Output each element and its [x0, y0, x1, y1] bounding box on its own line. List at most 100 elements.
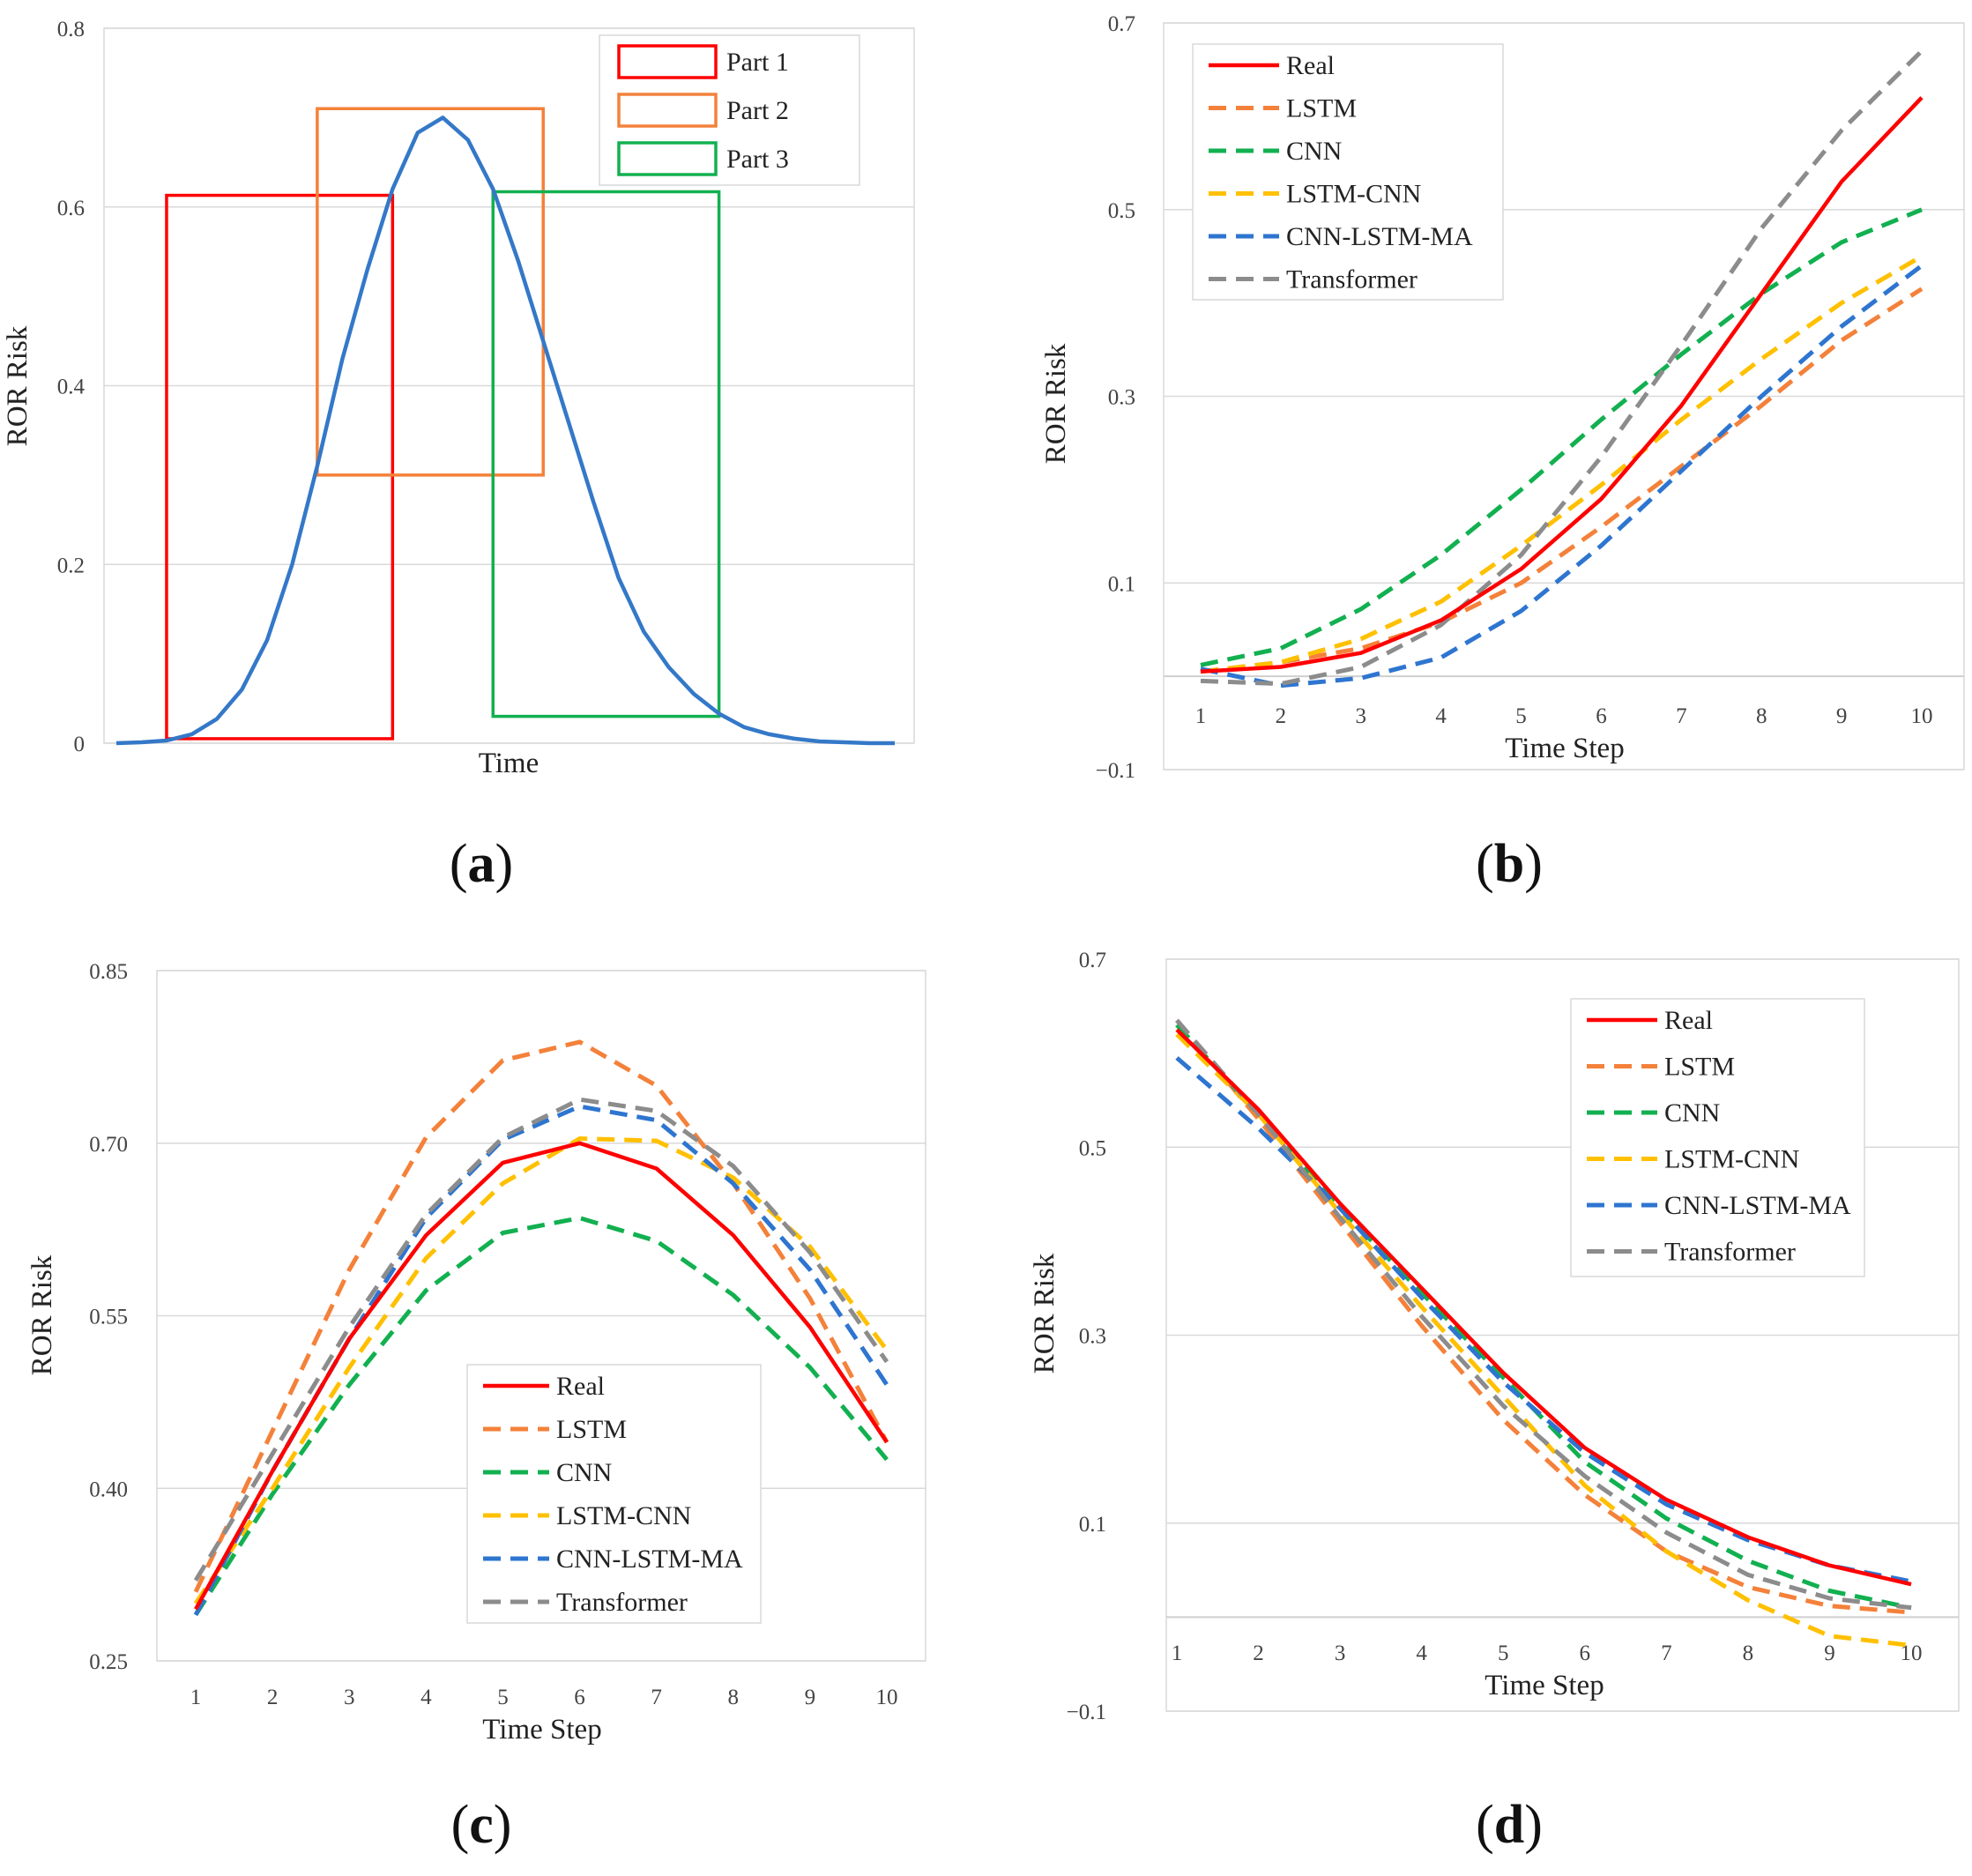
legend-label: Real — [556, 1372, 605, 1401]
legend-label: LSTM-CNN — [1664, 1145, 1799, 1174]
legend-label: CNN-LSTM-MA — [556, 1545, 743, 1574]
series-line-real — [1175, 1028, 1912, 1587]
x-tick-label: 1 — [1172, 1642, 1183, 1665]
x-tick-label: 6 — [1580, 1642, 1591, 1665]
y-axis-title: ROR Risk — [26, 1254, 58, 1375]
x-tick-label: 8 — [728, 1686, 740, 1709]
legend-label: Real — [1664, 1006, 1713, 1035]
legend-swatch — [617, 44, 718, 79]
legend-label: Transformer — [1286, 265, 1418, 294]
legend: Real LSTM CNN LSTM-CNN CNN-LSTM-MA Transforme… — [466, 1364, 762, 1624]
panel-label: (b) — [1476, 834, 1543, 894]
y-tick-label: 0.7 — [1079, 949, 1106, 972]
legend-label: CNN — [1286, 137, 1342, 166]
x-tick-label: 9 — [805, 1686, 816, 1709]
panel-label-letter: b — [1494, 834, 1524, 894]
legend-box — [599, 34, 860, 186]
legend-label: CNN — [556, 1458, 612, 1487]
x-tick-label: 2 — [1276, 704, 1287, 728]
series-line-transformer — [1200, 49, 1924, 687]
y-tick-label: −0.1 — [1096, 759, 1135, 783]
x-tick-label: 7 — [651, 1686, 662, 1709]
y-tick-label: 0.40 — [89, 1478, 128, 1501]
chart-c: 0.25 0.40 0.55 0.70 0.85 1 2 3 4 5 6 7 8 9 10 ROR Risk T… — [26, 960, 926, 1855]
legend: Part 1 Part 2 Part 3 — [599, 34, 860, 186]
series-line-lstm — [193, 1039, 889, 1593]
chart-b: −0.1 0.1 0.3 0.5 0.7 1 2 3 4 5 6 7 8 9 10 ROR Risk Time … — [1040, 12, 1965, 894]
x-tick-label: 10 — [1911, 704, 1933, 728]
legend-label: CNN — [1664, 1098, 1720, 1128]
x-tick-label: 6 — [1596, 704, 1607, 728]
legend-label: LSTM — [1664, 1053, 1735, 1082]
x-tick-label: 2 — [267, 1686, 279, 1709]
panel-label: (c) — [451, 1795, 512, 1855]
y-tick-label: −0.1 — [1067, 1701, 1106, 1724]
y-tick-label: 0.7 — [1108, 12, 1135, 36]
y-tick-label: 0.1 — [1108, 572, 1135, 596]
x-tick-label: 8 — [1756, 704, 1767, 728]
x-tick-label: 4 — [1435, 704, 1447, 728]
legend-box — [1192, 43, 1504, 301]
legend-label: LSTM — [1286, 94, 1357, 123]
x-tick-label: 9 — [1824, 1642, 1835, 1665]
panel-label-close: ) — [495, 834, 514, 894]
y-tick-label: 0.5 — [1108, 199, 1135, 223]
panel-label-open: ( — [1476, 1795, 1494, 1855]
series-line-transformer — [193, 1097, 889, 1582]
legend-label: CNN-LSTM-MA — [1664, 1191, 1851, 1220]
legend-swatch — [617, 93, 718, 128]
legend-label: LSTM-CNN — [556, 1501, 691, 1530]
series-line-lstm — [1200, 287, 1924, 674]
y-tick-label: 0.3 — [1079, 1325, 1106, 1349]
series-line-cnn — [1200, 207, 1923, 667]
x-tick-label: 2 — [1253, 1642, 1264, 1665]
panel-label-open: ( — [1476, 834, 1494, 894]
series-line-real — [194, 1141, 889, 1611]
x-tick-label: 4 — [420, 1686, 432, 1709]
y-tick-label: 0.2 — [57, 554, 85, 577]
x-tick-label: 3 — [1356, 704, 1367, 728]
panel-label-close: ) — [494, 1795, 512, 1855]
y-axis-title: ROR Risk — [2, 325, 33, 446]
x-axis-title: Time Step — [482, 1714, 601, 1746]
legend-label: Part 2 — [726, 96, 789, 125]
series-line-transformer — [1175, 1018, 1912, 1611]
series-line-lstm-cnn — [1200, 254, 1924, 674]
panel-label-letter: c — [469, 1795, 494, 1855]
legend-label: Transformer — [556, 1588, 688, 1617]
legend-label: Part 3 — [726, 145, 789, 174]
x-tick-label: 10 — [876, 1686, 898, 1709]
legend-label: CNN-LSTM-MA — [1286, 222, 1473, 251]
x-tick-label: 6 — [574, 1686, 585, 1709]
y-tick-label: 0.55 — [89, 1306, 128, 1329]
panel-label: (d) — [1476, 1795, 1543, 1855]
panel-label-letter: d — [1494, 1795, 1524, 1855]
panel-label-open: ( — [451, 1795, 470, 1855]
y-tick-label: 0.85 — [89, 960, 128, 984]
panel-label-close: ) — [1524, 834, 1543, 894]
x-tick-label: 5 — [497, 1686, 509, 1709]
x-tick-label: 1 — [1195, 704, 1207, 728]
legend-label: Transformer — [1664, 1238, 1796, 1267]
panel-label-open: ( — [450, 834, 468, 894]
legend: Real LSTM CNN LSTM-CNN CNN-LSTM-MA Transforme… — [1570, 998, 1865, 1277]
y-tick-label: 0.6 — [57, 197, 85, 220]
x-tick-label: 3 — [1335, 1642, 1346, 1665]
x-axis-title: Time Step — [1505, 733, 1624, 764]
series-line-cnn-lstm-ma — [1200, 264, 1924, 689]
y-tick-label: 0.70 — [89, 1133, 128, 1157]
y-tick-label: 0 — [74, 733, 86, 756]
y-tick-label: 0.3 — [1108, 386, 1135, 410]
legend-label: Real — [1286, 51, 1335, 80]
x-axis-title: Time Step — [1485, 1670, 1604, 1701]
x-tick-label: 8 — [1743, 1642, 1754, 1665]
x-tick-label: 5 — [1515, 704, 1527, 728]
legend-box — [1570, 998, 1865, 1277]
legend-label: LSTM-CNN — [1286, 180, 1421, 209]
legend-label: LSTM — [556, 1415, 627, 1444]
region-part-1 — [165, 193, 395, 741]
series-line-cnn — [193, 1216, 889, 1617]
